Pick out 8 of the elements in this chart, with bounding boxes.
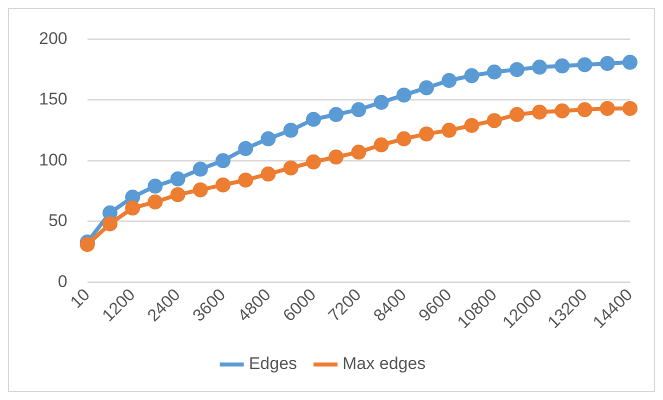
legend-label: Max edges	[342, 354, 426, 374]
y-tick-label: 200	[38, 28, 68, 48]
legend-label: Edges	[248, 354, 298, 374]
y-tick-label: 150	[38, 90, 68, 109]
y-tick-label: 50	[48, 211, 68, 230]
y-tick-label: 0	[58, 272, 68, 291]
x-tick-label: 10	[66, 285, 94, 312]
y-tick-label: 100	[38, 150, 68, 170]
